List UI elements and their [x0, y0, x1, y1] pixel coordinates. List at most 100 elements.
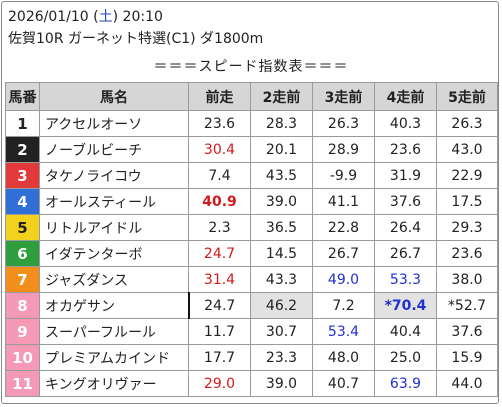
speed-index-value: 23.6 [436, 240, 498, 267]
speed-index-value: 7.2 [312, 292, 375, 319]
table-row: 8 オカゲサン 24.7 46.2 7.2 *70.4 *52.7 [5, 292, 498, 319]
speed-index-value: 29.3 [436, 214, 498, 241]
speed-index-value: 29.0 [188, 370, 251, 397]
speed-index-value: 38.0 [436, 266, 498, 293]
speed-index-value: 40.4 [374, 318, 437, 345]
col-header-number: 馬番 [5, 82, 40, 111]
table-row: 5 リトルアイドル 2.3 36.5 22.8 26.4 29.3 [5, 214, 498, 241]
speed-index-value: 26.7 [312, 240, 375, 267]
speed-index-value: 48.0 [312, 344, 375, 371]
table-row: 1 アクセルオーソ 23.6 28.3 26.3 40.3 26.3 [5, 110, 498, 137]
table-row: 11 キングオリヴァー 29.0 39.0 40.7 63.9 44.0 [5, 370, 498, 397]
speed-index-value: *52.7 [436, 292, 498, 319]
speed-index-value: *70.4 [374, 292, 437, 319]
speed-index-value: 15.9 [436, 344, 498, 371]
horse-number-badge: 6 [5, 240, 40, 267]
col-header-4-ago: 4走前 [374, 82, 437, 111]
speed-index-value: 43.5 [250, 162, 313, 189]
horse-number-badge: 11 [5, 370, 40, 397]
speed-index-value: 25.0 [374, 344, 437, 371]
col-header-2-ago: 2走前 [250, 82, 313, 111]
speed-index-value: 46.2 [250, 292, 313, 319]
race-date: 2026/01/10 [8, 9, 89, 25]
speed-index-value: 20.1 [250, 136, 313, 163]
speed-index-value: 28.3 [250, 110, 313, 137]
horse-number-badge: 10 [5, 344, 40, 371]
horse-number-badge: 3 [5, 162, 40, 189]
col-header-3-ago: 3走前 [312, 82, 375, 111]
horse-number-badge: 5 [5, 214, 40, 241]
horse-name: イダテンターボ [39, 240, 189, 267]
table-row: 2 ノーブルビーチ 30.4 20.1 28.9 23.6 43.0 [5, 136, 498, 163]
horse-name: オカゲサン [39, 292, 189, 319]
speed-index-value: 39.0 [250, 188, 313, 215]
speed-index-value: 23.3 [250, 344, 313, 371]
race-title: 佐賀10R ガーネット特選(C1) ダ1800m [8, 31, 264, 47]
speed-index-value: 44.0 [436, 370, 498, 397]
speed-index-value: 43.3 [250, 266, 313, 293]
speed-index-value: 23.6 [188, 110, 251, 137]
horse-name: プレミアムカインド [39, 344, 189, 371]
horse-number-badge: 4 [5, 188, 40, 215]
table-row: 10 プレミアムカインド 17.7 23.3 48.0 25.0 15.9 [5, 344, 498, 371]
speed-index-value: 7.4 [188, 162, 251, 189]
race-day-of-week: (土) [93, 9, 119, 25]
horse-number-badge: 8 [5, 292, 40, 319]
speed-index-value: 31.4 [188, 266, 251, 293]
speed-index-value: 23.6 [374, 136, 437, 163]
horse-number-badge: 9 [5, 318, 40, 345]
col-header-5-ago: 5走前 [436, 82, 498, 111]
speed-index-value: 49.0 [312, 266, 375, 293]
speed-index-value: 40.9 [188, 188, 251, 215]
speed-index-value: 22.9 [436, 162, 498, 189]
speed-index-value: 17.7 [188, 344, 251, 371]
table-row: 7 ジャズダンス 31.4 43.3 49.0 53.3 38.0 [5, 266, 498, 293]
speed-index-value: 53.4 [312, 318, 375, 345]
race-datetime: 2026/01/10 (土) 20:10 [8, 8, 163, 26]
horse-name: ノーブルビーチ [39, 136, 189, 163]
table-row: 4 オールスティール 40.9 39.0 41.1 37.6 17.5 [5, 188, 498, 215]
speed-index-value: 43.0 [436, 136, 498, 163]
speed-index-value: 17.5 [436, 188, 498, 215]
speed-index-value: 40.7 [312, 370, 375, 397]
speed-index-value: 26.3 [436, 110, 498, 137]
speed-index-value: 39.0 [250, 370, 313, 397]
race-time: 20:10 [122, 9, 163, 25]
table-row: 9 スーパーフルール 11.7 30.7 53.4 40.4 37.6 [5, 318, 498, 345]
table-row: 3 タケノライコウ 7.4 43.5 -9.9 31.9 22.9 [5, 162, 498, 189]
col-header-name: 馬名 [39, 82, 189, 111]
horse-number-badge: 2 [5, 136, 40, 163]
horse-name: リトルアイドル [39, 214, 189, 241]
col-header-last: 前走 [188, 82, 251, 111]
speed-index-value: 26.7 [374, 240, 437, 267]
speed-index-value: 14.5 [250, 240, 313, 267]
speed-index-value: 28.9 [312, 136, 375, 163]
speed-index-value: 40.3 [374, 110, 437, 137]
speed-index-value: 26.3 [312, 110, 375, 137]
horse-name: アクセルオーソ [39, 110, 189, 137]
horse-name: ジャズダンス [39, 266, 189, 293]
speed-index-value: 30.7 [250, 318, 313, 345]
horse-number-badge: 7 [5, 266, 40, 293]
speed-index-value: 63.9 [374, 370, 437, 397]
table-header-row: 馬番 馬名 前走 2走前 3走前 4走前 5走前 [5, 82, 498, 111]
speed-index-value: 36.5 [250, 214, 313, 241]
speed-index-value: 24.7 [188, 240, 251, 267]
horse-name: キングオリヴァー [39, 370, 189, 397]
speed-index-value: 26.4 [374, 214, 437, 241]
speed-index-value: 31.9 [374, 162, 437, 189]
speed-index-value: -9.9 [312, 162, 375, 189]
speed-index-value: 37.6 [436, 318, 498, 345]
speed-index-value: 11.7 [188, 318, 251, 345]
horse-number-badge: 1 [5, 110, 40, 137]
speed-index-value: 24.7 [187, 292, 251, 319]
horse-name: オールスティール [39, 188, 189, 215]
speed-index-value: 37.6 [374, 188, 437, 215]
speed-index-value: 30.4 [188, 136, 251, 163]
speed-index-table: 馬番 馬名 前走 2走前 3走前 4走前 5走前 1 アクセルオーソ 23.6 28.… [5, 82, 498, 397]
speed-index-value: 41.1 [312, 188, 375, 215]
speed-index-value: 53.3 [374, 266, 437, 293]
speed-index-value: 22.8 [312, 214, 375, 241]
table-row: 6 イダテンターボ 24.7 14.5 26.7 26.7 23.6 [5, 240, 498, 267]
